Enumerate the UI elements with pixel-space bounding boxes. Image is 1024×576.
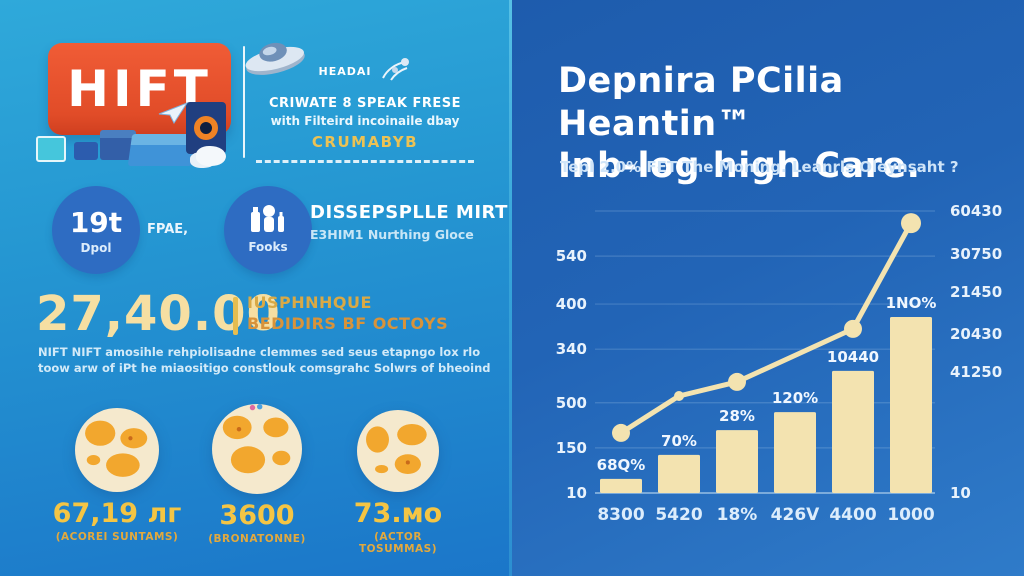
bar-line-chart: 68Q% 8300 70% 5420 28% 18% 120% 426V 10440 4400 1N…: [556, 202, 1003, 525]
product-box-teal-icon: [36, 136, 66, 162]
globe-stat-1-value: 67,19 лг: [52, 498, 182, 529]
globe-icon: [212, 404, 302, 494]
stats-heading: DISSEPSPLLE MIRT E3HIM1 Nurthing Gloce: [310, 202, 508, 242]
promo-block: HEADAI CRIWATE 8 SPEAK FRESE with Filtei…: [256, 56, 474, 163]
promo-divider-line: [243, 46, 245, 158]
svg-text:20430: 20430: [950, 325, 1002, 343]
bottles-icon: [251, 205, 284, 232]
svg-text:21450: 21450: [950, 283, 1002, 301]
page-subtitle: Tepl 2.0% FET The Moning. Leanrls Oleyns…: [560, 158, 959, 176]
stat-circle-1: 19t Dpol: [52, 186, 140, 274]
product-book-icon: [186, 102, 226, 154]
globe-stat-3-caption: (ACTOR TOSUMMAS): [358, 531, 438, 555]
svg-text:5420: 5420: [655, 505, 702, 525]
promo-line1: CRIWATE 8 SPEAK FRESE: [269, 96, 461, 111]
svg-text:150: 150: [556, 439, 587, 457]
globe-stat-1: 67,19 лг (ACOREI SUNTAMS): [52, 408, 182, 543]
tissue-blob-icon: [196, 146, 226, 166]
right-panel: [512, 0, 1024, 576]
stat-circle-2: Fooks: [224, 186, 312, 274]
stats-heading-title: DISSEPSPLLE MIRT: [310, 202, 508, 223]
promo-highlight: CRUMABYB: [311, 133, 419, 151]
page-title: Depnira PCilia Heantin™ Inb-log high Car…: [558, 60, 1008, 188]
svg-text:30750: 30750: [950, 245, 1002, 263]
svg-text:68Q%: 68Q%: [597, 456, 646, 474]
sparkle-doodle-icon: [382, 58, 410, 81]
big-stat-divider: [233, 297, 238, 335]
svg-text:426V: 426V: [771, 505, 820, 525]
big-stat-value: 27,40.00: [36, 286, 281, 342]
brand-logo-text: HIFT: [67, 60, 212, 118]
globe-stat-2-value: 3600: [219, 500, 295, 531]
stats-heading-subtitle: E3HIM1 Nurthing Gloce: [310, 227, 474, 242]
paper-plane-icon: [158, 102, 188, 124]
svg-text:500: 500: [556, 394, 587, 412]
svg-text:340: 340: [556, 340, 587, 358]
left-panel: HIFT HEADAI: [0, 0, 512, 576]
svg-text:8300: 8300: [597, 505, 644, 525]
globe-stat-2: 3600 (BRONATONNE): [192, 404, 322, 545]
big-stat-description: NIFT NIFT amosihle rehpiolisadne clemmes…: [38, 344, 494, 376]
description-line-2: toow arw of iPt he miaositigo constlouk …: [38, 361, 491, 376]
svg-text:1NO%: 1NO%: [886, 294, 937, 312]
globe-icon: [75, 408, 159, 492]
svg-text:70%: 70%: [661, 432, 697, 450]
dashed-divider: [256, 160, 474, 163]
description-line-1: NIFT NIFT amosihle rehpiolisadne clemmes…: [38, 345, 481, 359]
svg-text:10: 10: [950, 484, 971, 502]
brand-logo: HIFT: [48, 43, 231, 135]
svg-text:28%: 28%: [719, 407, 755, 425]
title-line-1: Depnira PCilia Heantin™: [558, 61, 844, 144]
stat-circle-1-label: Dpol: [80, 241, 112, 255]
big-stat-label-2: BEDIDIRS BF OCTOYS: [247, 314, 449, 333]
svg-text:10440: 10440: [827, 348, 879, 366]
svg-text:4400: 4400: [829, 505, 876, 525]
stat-circle-1-value: 19t: [69, 206, 123, 239]
svg-text:60430: 60430: [950, 202, 1002, 220]
svg-text:540: 540: [556, 247, 587, 265]
globe-icon: [357, 410, 439, 492]
svg-text:41250: 41250: [950, 363, 1002, 381]
svg-text:18%: 18%: [717, 505, 758, 525]
svg-text:120%: 120%: [772, 389, 818, 407]
promo-line2: with Filteird incoinaile dbay: [270, 114, 460, 128]
ufo-icon: [245, 42, 305, 75]
globe-stat-1-caption: (ACOREI SUNTAMS): [55, 531, 179, 543]
stat-circle-2-label: Fooks: [248, 240, 288, 254]
big-stat-label-1: IUSPHNHQUE: [247, 293, 372, 312]
stats-between-text: FPAE,: [147, 222, 189, 237]
globe-stat-3: 73.мо (ACTOR TOSUMMAS): [333, 410, 463, 555]
title-line-2: Inb-log high Care.: [558, 146, 921, 187]
svg-text:400: 400: [556, 295, 587, 313]
big-stat-labels: IUSPHNHQUE BEDIDIRS BF OCTOYS: [247, 293, 448, 333]
globe-stat-3-value: 73.мо: [353, 498, 443, 529]
promo-kicker: HEADAI: [318, 64, 372, 78]
globe-stat-2-caption: (BRONATONNE): [208, 533, 306, 545]
svg-text:1000: 1000: [887, 505, 934, 525]
svg-text:10: 10: [566, 484, 587, 502]
product-box-small-icon: [74, 142, 98, 160]
